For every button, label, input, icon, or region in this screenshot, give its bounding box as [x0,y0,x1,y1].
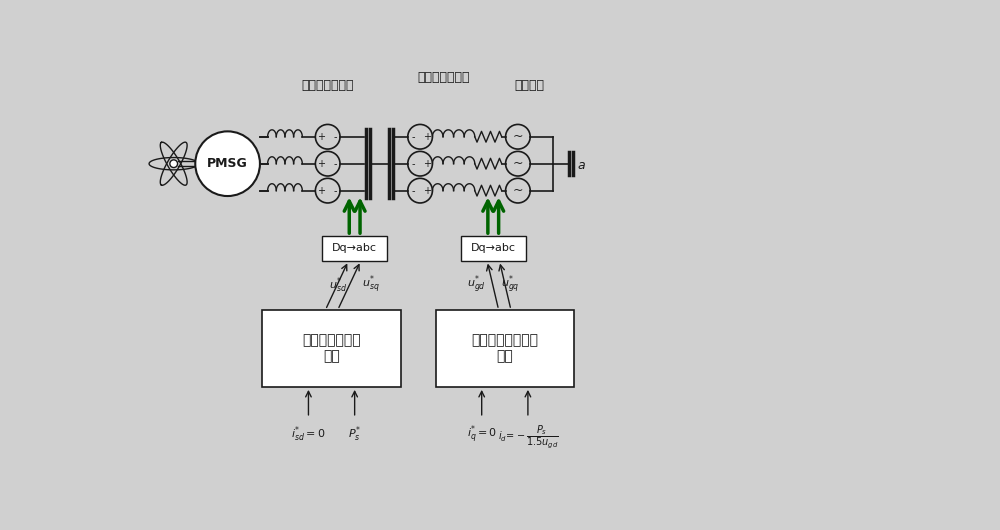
Text: +: + [423,132,431,142]
Text: -: - [333,186,337,196]
Circle shape [170,160,178,167]
Text: -: - [333,132,337,142]
Text: ~: ~ [513,130,523,143]
Text: +: + [317,158,325,169]
Text: -: - [411,186,415,196]
Text: -: - [333,158,337,169]
Text: $u_{gd}^{*}$: $u_{gd}^{*}$ [467,274,486,296]
Bar [322,236,387,261]
Bar [461,236,526,261]
Text: 机侧变流器控制
模块: 机侧变流器控制 模块 [302,333,361,364]
Text: 电网侧变流器控制
模块: 电网侧变流器控制 模块 [471,333,538,364]
Text: ~: ~ [513,157,523,170]
Text: $i_d\!=\!-\dfrac{P_s}{1.5u_{gd}}$: $i_d\!=\!-\dfrac{P_s}{1.5u_{gd}}$ [498,424,558,451]
Text: $u_{sq}^{*}$: $u_{sq}^{*}$ [362,274,380,296]
Text: -: - [411,132,415,142]
Text: $u_{gq}^{*}$: $u_{gq}^{*}$ [501,274,520,296]
Text: Dq→abc: Dq→abc [471,243,516,253]
Text: 机侧可控电压源: 机侧可控电压源 [301,78,354,92]
Circle shape [195,131,260,196]
Text: $i_{q}^{*}=0$: $i_{q}^{*}=0$ [467,424,497,446]
Text: +: + [423,158,431,169]
Text: Dq→abc: Dq→abc [332,243,377,253]
Text: $u_{sd}^{*}$: $u_{sd}^{*}$ [329,276,347,295]
Text: ~: ~ [513,184,523,197]
Text: +: + [317,132,325,142]
Text: +: + [423,186,431,196]
Text: $P_{s}^{*}$: $P_{s}^{*}$ [348,424,361,444]
Text: -: - [411,158,415,169]
Text: 理想电网: 理想电网 [514,78,544,92]
Text: a: a [578,159,586,172]
Bar [436,310,574,387]
Text: $i_{sd}^{*}=0$: $i_{sd}^{*}=0$ [291,424,326,444]
Text: +: + [317,186,325,196]
Text: 网侧可控电压源: 网侧可控电压源 [417,71,469,84]
Bar [262,310,401,387]
Text: PMSG: PMSG [207,157,248,170]
